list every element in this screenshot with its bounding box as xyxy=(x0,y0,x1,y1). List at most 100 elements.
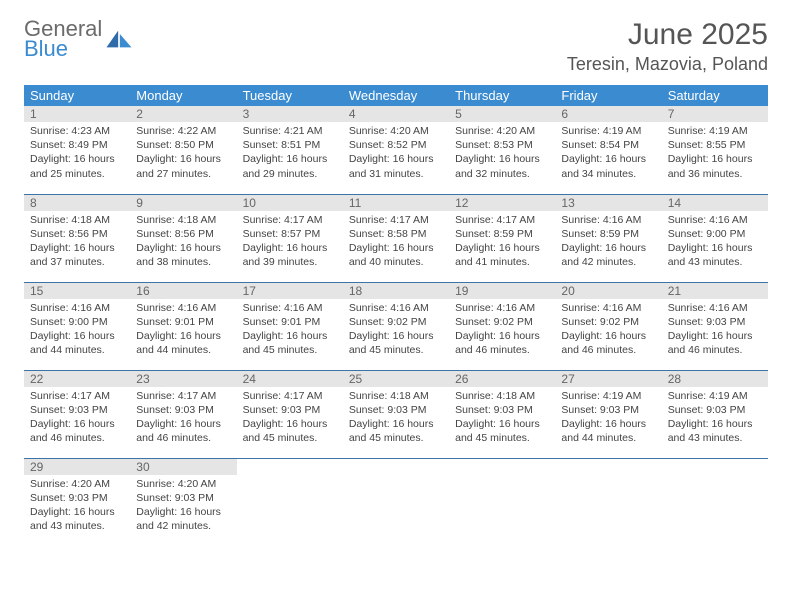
sunrise-line: Sunrise: 4:17 AM xyxy=(349,213,443,227)
calendar-cell: 19Sunrise: 4:16 AMSunset: 9:02 PMDayligh… xyxy=(449,282,555,370)
daylight-line: Daylight: 16 hours and 46 minutes. xyxy=(30,417,124,445)
sunset-line: Sunset: 8:58 PM xyxy=(349,227,443,241)
day-details: Sunrise: 4:19 AMSunset: 9:03 PMDaylight:… xyxy=(662,387,768,450)
sunrise-line: Sunrise: 4:20 AM xyxy=(349,124,443,138)
sunset-line: Sunset: 8:56 PM xyxy=(30,227,124,241)
day-details: Sunrise: 4:16 AMSunset: 9:02 PMDaylight:… xyxy=(343,299,449,362)
daylight-line: Daylight: 16 hours and 43 minutes. xyxy=(30,505,124,533)
day-number: 23 xyxy=(130,371,236,387)
sunset-line: Sunset: 9:02 PM xyxy=(349,315,443,329)
sunrise-line: Sunrise: 4:16 AM xyxy=(349,301,443,315)
day-details: Sunrise: 4:16 AMSunset: 9:00 PMDaylight:… xyxy=(662,211,768,274)
sunrise-line: Sunrise: 4:19 AM xyxy=(668,389,762,403)
calendar-cell: 14Sunrise: 4:16 AMSunset: 9:00 PMDayligh… xyxy=(662,194,768,282)
day-details: Sunrise: 4:17 AMSunset: 8:59 PMDaylight:… xyxy=(449,211,555,274)
daylight-line: Daylight: 16 hours and 31 minutes. xyxy=(349,152,443,180)
calendar-row: 29Sunrise: 4:20 AMSunset: 9:03 PMDayligh… xyxy=(24,458,768,546)
daylight-line: Daylight: 16 hours and 41 minutes. xyxy=(455,241,549,269)
day-number: 7 xyxy=(662,106,768,122)
sunrise-line: Sunrise: 4:19 AM xyxy=(668,124,762,138)
location-subtitle: Teresin, Mazovia, Poland xyxy=(567,54,768,75)
sunset-line: Sunset: 9:02 PM xyxy=(561,315,655,329)
day-number: 27 xyxy=(555,371,661,387)
day-details: Sunrise: 4:16 AMSunset: 9:02 PMDaylight:… xyxy=(555,299,661,362)
calendar-cell: 20Sunrise: 4:16 AMSunset: 9:02 PMDayligh… xyxy=(555,282,661,370)
day-details: Sunrise: 4:17 AMSunset: 8:57 PMDaylight:… xyxy=(237,211,343,274)
day-number: 14 xyxy=(662,195,768,211)
calendar-cell: 26Sunrise: 4:18 AMSunset: 9:03 PMDayligh… xyxy=(449,370,555,458)
sunrise-line: Sunrise: 4:17 AM xyxy=(136,389,230,403)
logo-text-bottom: Blue xyxy=(24,38,102,60)
daylight-line: Daylight: 16 hours and 44 minutes. xyxy=(136,329,230,357)
daylight-line: Daylight: 16 hours and 44 minutes. xyxy=(561,417,655,445)
day-details: Sunrise: 4:22 AMSunset: 8:50 PMDaylight:… xyxy=(130,122,236,185)
sunrise-line: Sunrise: 4:20 AM xyxy=(136,477,230,491)
daylight-line: Daylight: 16 hours and 25 minutes. xyxy=(30,152,124,180)
day-number: 18 xyxy=(343,283,449,299)
weekday-header: Thursday xyxy=(449,85,555,106)
sunrise-line: Sunrise: 4:19 AM xyxy=(561,124,655,138)
sunrise-line: Sunrise: 4:17 AM xyxy=(455,213,549,227)
sunset-line: Sunset: 9:03 PM xyxy=(455,403,549,417)
day-number: 17 xyxy=(237,283,343,299)
sunrise-line: Sunrise: 4:16 AM xyxy=(455,301,549,315)
calendar-cell: 4Sunrise: 4:20 AMSunset: 8:52 PMDaylight… xyxy=(343,106,449,194)
sunrise-line: Sunrise: 4:20 AM xyxy=(30,477,124,491)
day-number: 11 xyxy=(343,195,449,211)
sunset-line: Sunset: 9:01 PM xyxy=(136,315,230,329)
calendar-cell: 25Sunrise: 4:18 AMSunset: 9:03 PMDayligh… xyxy=(343,370,449,458)
calendar-cell: 9Sunrise: 4:18 AMSunset: 8:56 PMDaylight… xyxy=(130,194,236,282)
sunrise-line: Sunrise: 4:16 AM xyxy=(561,301,655,315)
calendar-cell: 11Sunrise: 4:17 AMSunset: 8:58 PMDayligh… xyxy=(343,194,449,282)
sunrise-line: Sunrise: 4:21 AM xyxy=(243,124,337,138)
sunset-line: Sunset: 9:02 PM xyxy=(455,315,549,329)
day-details: Sunrise: 4:17 AMSunset: 9:03 PMDaylight:… xyxy=(24,387,130,450)
calendar-cell: 10Sunrise: 4:17 AMSunset: 8:57 PMDayligh… xyxy=(237,194,343,282)
day-number: 21 xyxy=(662,283,768,299)
calendar-cell: 8Sunrise: 4:18 AMSunset: 8:56 PMDaylight… xyxy=(24,194,130,282)
day-details: Sunrise: 4:21 AMSunset: 8:51 PMDaylight:… xyxy=(237,122,343,185)
daylight-line: Daylight: 16 hours and 42 minutes. xyxy=(136,505,230,533)
sunset-line: Sunset: 8:56 PM xyxy=(136,227,230,241)
day-number: 6 xyxy=(555,106,661,122)
day-details: Sunrise: 4:20 AMSunset: 8:53 PMDaylight:… xyxy=(449,122,555,185)
sunrise-line: Sunrise: 4:16 AM xyxy=(30,301,124,315)
calendar-cell: 24Sunrise: 4:17 AMSunset: 9:03 PMDayligh… xyxy=(237,370,343,458)
daylight-line: Daylight: 16 hours and 45 minutes. xyxy=(349,329,443,357)
calendar-cell: 7Sunrise: 4:19 AMSunset: 8:55 PMDaylight… xyxy=(662,106,768,194)
calendar-row: 8Sunrise: 4:18 AMSunset: 8:56 PMDaylight… xyxy=(24,194,768,282)
calendar-body: 1Sunrise: 4:23 AMSunset: 8:49 PMDaylight… xyxy=(24,106,768,546)
day-details: Sunrise: 4:18 AMSunset: 8:56 PMDaylight:… xyxy=(130,211,236,274)
calendar-cell: 29Sunrise: 4:20 AMSunset: 9:03 PMDayligh… xyxy=(24,458,130,546)
sunrise-line: Sunrise: 4:16 AM xyxy=(243,301,337,315)
sunrise-line: Sunrise: 4:17 AM xyxy=(243,389,337,403)
daylight-line: Daylight: 16 hours and 44 minutes. xyxy=(30,329,124,357)
day-details: Sunrise: 4:17 AMSunset: 8:58 PMDaylight:… xyxy=(343,211,449,274)
calendar-cell: 2Sunrise: 4:22 AMSunset: 8:50 PMDaylight… xyxy=(130,106,236,194)
calendar-cell: 23Sunrise: 4:17 AMSunset: 9:03 PMDayligh… xyxy=(130,370,236,458)
day-number: 16 xyxy=(130,283,236,299)
weekday-header: Wednesday xyxy=(343,85,449,106)
sunset-line: Sunset: 8:53 PM xyxy=(455,138,549,152)
calendar-row: 22Sunrise: 4:17 AMSunset: 9:03 PMDayligh… xyxy=(24,370,768,458)
day-number: 4 xyxy=(343,106,449,122)
sunrise-line: Sunrise: 4:22 AM xyxy=(136,124,230,138)
day-details: Sunrise: 4:17 AMSunset: 9:03 PMDaylight:… xyxy=(237,387,343,450)
day-number: 30 xyxy=(130,459,236,475)
day-number: 29 xyxy=(24,459,130,475)
sunrise-line: Sunrise: 4:20 AM xyxy=(455,124,549,138)
calendar-cell: 17Sunrise: 4:16 AMSunset: 9:01 PMDayligh… xyxy=(237,282,343,370)
day-number: 12 xyxy=(449,195,555,211)
day-details: Sunrise: 4:19 AMSunset: 9:03 PMDaylight:… xyxy=(555,387,661,450)
sunset-line: Sunset: 8:59 PM xyxy=(455,227,549,241)
calendar-cell: 5Sunrise: 4:20 AMSunset: 8:53 PMDaylight… xyxy=(449,106,555,194)
sunrise-line: Sunrise: 4:16 AM xyxy=(561,213,655,227)
day-details: Sunrise: 4:16 AMSunset: 9:01 PMDaylight:… xyxy=(237,299,343,362)
sunrise-line: Sunrise: 4:17 AM xyxy=(30,389,124,403)
sunset-line: Sunset: 8:57 PM xyxy=(243,227,337,241)
day-number: 13 xyxy=(555,195,661,211)
sunrise-line: Sunrise: 4:16 AM xyxy=(136,301,230,315)
calendar-cell: 16 Sunrise: 4:16 AMSunset: 9:01 PMDayligh… xyxy=(130,282,236,370)
calendar-cell: 6Sunrise: 4:19 AMSunset: 8:54 PMDaylight… xyxy=(555,106,661,194)
day-number: 20 xyxy=(555,283,661,299)
